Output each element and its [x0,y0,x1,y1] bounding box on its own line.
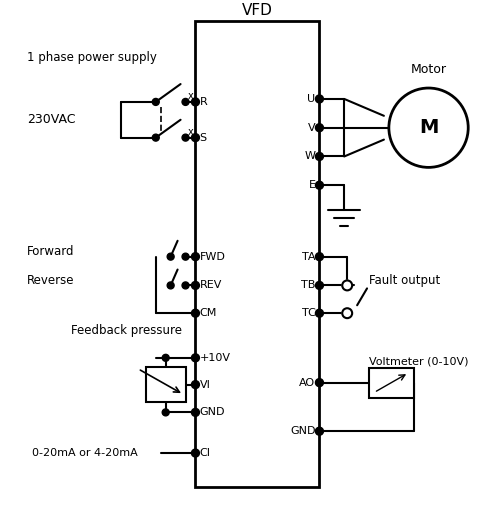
Text: TA: TA [302,251,316,262]
Text: 1 phase power supply: 1 phase power supply [27,51,156,64]
Circle shape [316,309,324,317]
Text: 0-20mA or 4-20mA: 0-20mA or 4-20mA [32,448,138,458]
Circle shape [192,408,200,417]
Circle shape [182,134,189,141]
Circle shape [162,355,169,361]
Circle shape [316,181,324,189]
Text: U: U [308,94,316,104]
Circle shape [182,282,189,289]
Circle shape [316,281,324,290]
Text: Reverse: Reverse [27,274,74,287]
Text: FWD: FWD [200,251,226,262]
Text: Motor: Motor [410,63,446,76]
Circle shape [192,98,200,106]
Circle shape [182,253,189,260]
Circle shape [316,252,324,261]
Circle shape [316,95,324,103]
Circle shape [316,428,323,435]
Circle shape [192,252,200,261]
Bar [369,368,414,397]
Circle shape [342,280,352,291]
Text: TB: TB [301,280,316,291]
Text: +10V: +10V [200,353,230,363]
Circle shape [316,379,323,386]
Text: 230VAC: 230VAC [27,113,76,126]
Circle shape [192,134,200,142]
Text: V: V [308,123,316,133]
Text: REV: REV [200,280,222,291]
Circle shape [152,99,159,105]
Circle shape [316,378,324,387]
Bar [146,367,186,402]
Circle shape [167,253,174,260]
Text: W: W [304,151,316,162]
Circle shape [167,282,174,289]
Circle shape [152,134,159,141]
Text: VI: VI [200,379,210,390]
Circle shape [316,152,324,161]
Circle shape [162,409,169,416]
Text: Forward: Forward [27,245,74,258]
Text: Feedback pressure: Feedback pressure [72,324,182,337]
Text: S: S [200,133,206,143]
Text: Fault output: Fault output [369,274,440,287]
Text: M: M [419,118,438,137]
Text: CM: CM [200,308,217,318]
Text: R: R [200,97,207,107]
Text: GND: GND [200,407,225,418]
Circle shape [192,380,200,389]
Text: VFD: VFD [242,3,273,18]
Circle shape [192,309,200,317]
Circle shape [182,99,189,105]
Circle shape [192,449,200,457]
Text: x: x [188,126,194,137]
Circle shape [316,427,324,435]
Text: AO: AO [300,377,316,388]
Circle shape [342,308,352,318]
Text: CI: CI [200,448,210,458]
Circle shape [192,281,200,290]
Text: TC: TC [302,308,316,318]
Circle shape [316,124,324,132]
Circle shape [389,88,468,167]
Text: E: E [308,180,316,190]
Text: GND: GND [290,426,316,436]
Circle shape [192,354,200,362]
Text: Voltmeter (0-10V): Voltmeter (0-10V) [369,357,468,367]
Bar [196,21,320,487]
Text: x: x [188,91,194,101]
